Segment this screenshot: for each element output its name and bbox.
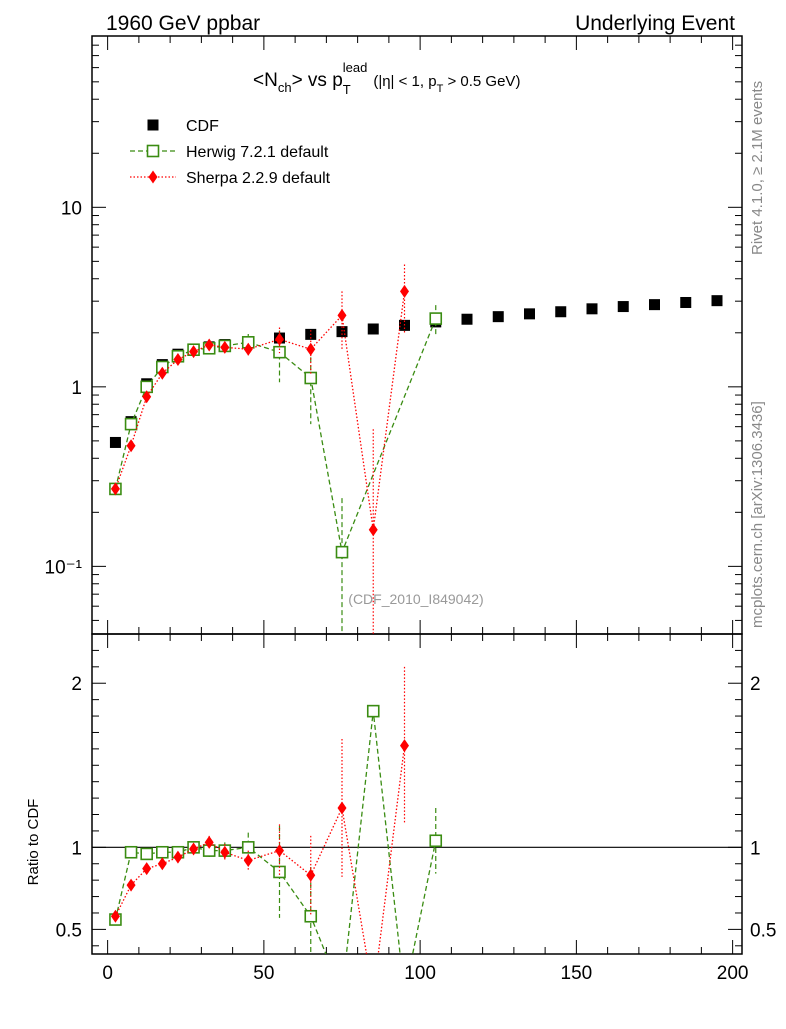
x-tick-label: 100 [404,963,436,984]
sherpa-point [275,332,284,346]
y-tick-label-ratio-left: 0.5 [56,920,82,941]
sherpa-point [189,345,199,359]
header-left: 1960 GeV ppbar [106,12,260,35]
ratio-panel-frame [91,633,743,955]
sherpa-ratio-point [275,844,284,858]
sherpa-point [126,439,136,453]
title-prefix: <N [253,70,278,91]
title-suffix: (|η| < 1, p [373,73,436,90]
legend-label-sherpa: Sherpa 2.2.9 default [186,170,331,187]
sherpa-point [173,352,183,366]
sherpa-ratio-point [142,862,152,876]
cdf-point [617,301,629,313]
herwig-ratio-point [140,847,153,861]
cdf-point [586,303,598,315]
ratio-ylabel: Ratio to CDF [25,799,42,886]
cdf-point [336,326,348,338]
cdf-point [461,313,473,325]
herwig-point [304,371,318,385]
legend-marker-herwig [130,144,176,158]
title-suffix-end: > 0.5 GeV) [443,73,520,90]
sherpa-ratio-point [337,801,347,815]
title-mid: > vs p [292,70,343,91]
y-tick-label-ratio-left: 2 [71,674,82,695]
y-tick-label-ratio-right: 0.5 [750,920,776,941]
title-pt-sub: T [343,82,351,97]
header-right: Underlying Event [575,12,735,35]
main-series [109,264,723,634]
sherpa-ratio-point [306,868,316,882]
y-tick-label-main: 10 [61,198,82,219]
sherpa-legend-symbol [148,170,158,184]
sherpa-ratio-point [157,857,167,871]
cdf-point [109,436,121,448]
sherpa-point [306,342,316,356]
y-tick-label-ratio-right: 2 [750,674,761,695]
legend-marker-cdf [147,119,159,131]
x-tick-label: 200 [717,963,749,984]
y-tick-label-ratio-left: 1 [71,838,82,859]
cdf-point [711,295,723,307]
ratio-series [109,666,443,954]
cdf-point [524,308,535,320]
sherpa-ratio-point [189,842,199,856]
sherpa-ratio-point [126,878,136,892]
rivet-label: Rivet 4.1.0, ≥ 2.1M events [749,81,766,255]
plot-title: <Nch> vs pTlead(|η| < 1, pT > 0.5 GeV) [253,60,520,97]
sherpa-point [243,342,253,356]
sherpa-point [220,340,230,354]
y-tick-label-ratio-right: 1 [750,838,761,859]
sherpa-point [337,308,347,322]
herwig-point [335,545,349,559]
sherpa-ratio-line [114,745,406,954]
herwig-ratio-point [429,834,443,848]
herwig-ratio-point [304,909,318,923]
herwig-ratio-point [241,841,255,854]
title-pt-sup: lead [343,60,368,75]
x-tick-label: 50 [253,963,274,984]
legend: CDF Herwig 7.2.1 default Sherpa 2.2.9 de… [130,118,331,187]
cdf-point [680,296,692,308]
herwig-point [124,417,138,431]
herwig-point [429,312,443,325]
sherpa-point [400,284,409,298]
cdf-point [492,311,504,323]
cdf-point [649,299,660,311]
sherpa-point [142,390,152,404]
y-tick-label-main: 1 [71,378,82,399]
title-prefix-sub: ch [278,80,292,95]
x-tick-label: 0 [102,963,113,984]
cdf-point [367,323,379,335]
herwig-ratio-point [366,704,380,718]
sherpa-ratio-point [220,845,230,859]
title-suffix-sub: T [437,83,444,95]
sherpa-ratio-point [110,909,120,923]
x-tick-label: 150 [561,963,593,984]
sherpa-point [110,482,120,496]
mcplots-label: mcplots.cern.ch [arXiv:1306.3436] [749,401,766,628]
legend-label-cdf: CDF [186,118,219,135]
sherpa-ratio-point [204,835,214,849]
tick-labels: 0 50 100 150 200 10⁻¹ 1 10 0.5 0.5 1 1 2 2 [45,198,777,984]
axis-ticks [92,35,742,954]
herwig-ratio-point [273,865,286,879]
herwig-ratio-point [124,845,138,859]
sherpa-ratio-point [243,853,253,867]
sherpa-point [157,366,167,380]
y-tick-label-main: 10⁻¹ [45,557,83,578]
sherpa-ratio-point [400,739,409,753]
legend-label-herwig: Herwig 7.2.1 default [186,144,329,161]
legend-marker-sherpa [130,170,176,184]
cdf-point [555,306,567,318]
sherpa-point [204,338,214,352]
sherpa-line [114,291,406,530]
cdf-legend-symbol [147,119,159,131]
sherpa-point [368,523,378,537]
herwig-legend-symbol [146,144,160,158]
sherpa-ratio-point [173,850,183,864]
analysis-id: (CDF_2010_I849042) [348,591,483,607]
herwig-ratio-point [156,845,169,859]
